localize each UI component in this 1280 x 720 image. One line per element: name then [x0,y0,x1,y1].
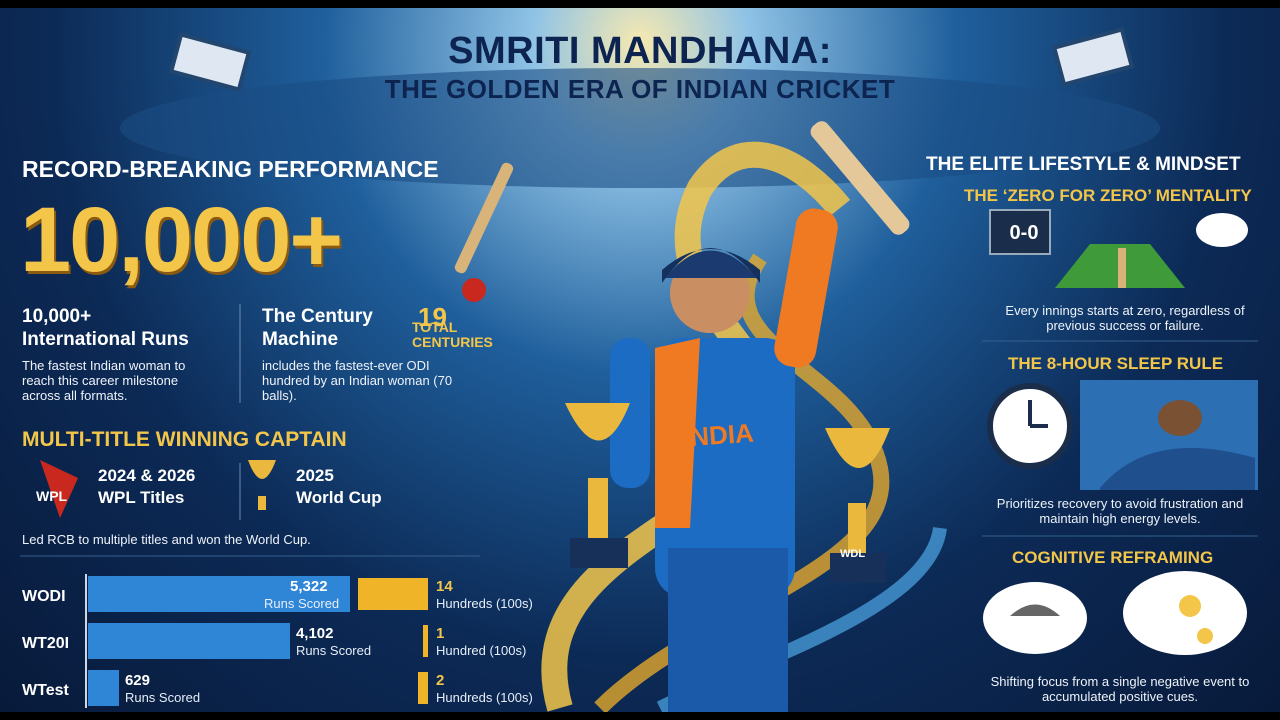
value-caption: Runs Scored [295,643,372,658]
category-label: WTest [22,682,69,699]
block-text: The fastest Indian woman to reach this c… [22,358,186,403]
caption: Led RCB to multiple titles and won the W… [22,532,311,547]
category-label: WODI [22,588,66,605]
value-caption: Hundreds (100s) [436,596,533,611]
item-text: Every innings starts at zero, regardless… [1005,303,1245,333]
bar [358,578,428,610]
value-label: 629 [124,672,150,689]
item-text: Shifting focus from a single negative ev… [990,674,1250,704]
value-label: 2 [436,672,445,689]
bar [418,672,428,704]
bar [88,576,350,612]
value-label: 14 [436,578,453,595]
section-title: THE ELITE LIFESTYLE & MINDSET [926,154,1241,175]
category-label: WT20I [22,635,70,652]
value-caption: Runs Scored [124,690,201,705]
stats-chart: WODI 5,322 Runs Scored 14 Hundreds (100s) WT2… [0,568,560,712]
item-title: THE 8-HOUR SLEEP RULE [1008,354,1224,373]
block-text: includes the fastest-ever ODI hundred by… [262,358,453,403]
block-title: 10,000+ [22,306,92,327]
item-title: 2024 & 2026 [98,466,196,485]
badge-label: TOTAL CENTURIES [412,319,493,350]
bar [88,670,119,706]
scoreboard: 0-0 [1009,222,1039,244]
value-label: 5,322 [290,578,328,595]
item-title: WPL Titles [98,488,185,507]
item-text: Prioritizes recovery to avoid frustratio… [996,496,1244,526]
section-title: RECORD-BREAKING PERFORMANCE [22,156,439,182]
item-title: COGNITIVE REFRAMING [1012,548,1214,567]
bar [88,623,290,659]
logo: WPL [36,488,68,504]
title-line: THE GOLDEN ERA OF INDIAN CRICKET [384,74,896,104]
value-label: 1 [436,625,445,642]
title-line: SMRITI MANDHANA: [448,30,832,72]
block-title: International Runs [22,329,189,350]
item-title: 2025 [296,466,334,485]
value-caption: Hundred (100s) [436,643,527,658]
jersey-text: INDIA [682,417,755,453]
bar [423,625,428,657]
infographic: SMRITI MANDHANA: THE GOLDEN ERA OF INDIA… [0,8,1280,712]
trophy-text: WDL [840,548,866,560]
badge-number: 19 [418,302,447,332]
big-number: 10,000+ [20,189,343,291]
value-label: 4,102 [295,625,334,642]
item-title: World Cup [296,488,382,507]
item-title: THE ‘ZERO FOR ZERO’ MENTALITY [964,186,1252,205]
value-caption: Runs Scored [264,596,340,611]
block-title: Machine [262,329,339,350]
value-caption: Hundreds (100s) [436,690,533,705]
block-title: The Century [262,306,373,327]
background-art [20,27,1258,712]
section-title: MULTI-TITLE WINNING CAPTAIN [22,428,347,451]
